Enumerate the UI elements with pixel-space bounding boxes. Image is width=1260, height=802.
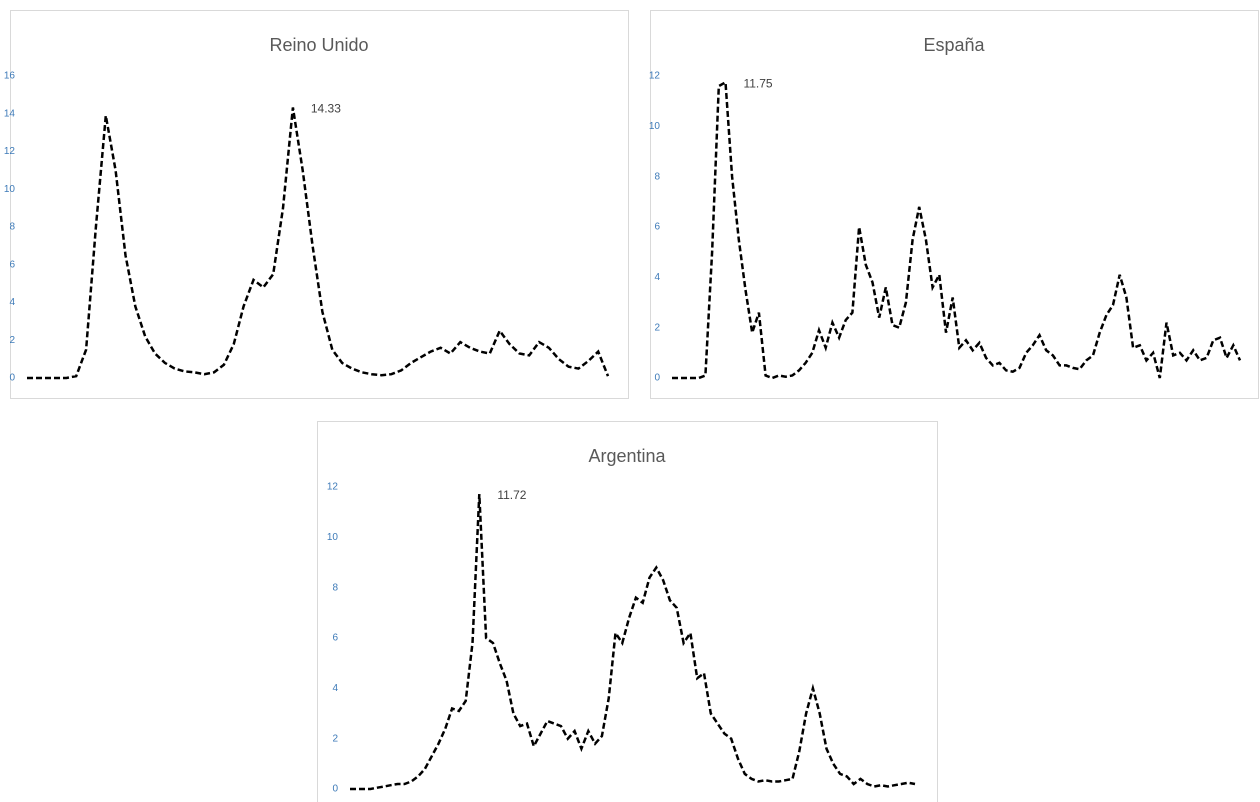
y-tick-label: 4 bbox=[654, 272, 660, 283]
y-tick-label: 12 bbox=[4, 146, 16, 157]
chart-title: Argentina bbox=[588, 446, 666, 466]
value-label: 14.33 bbox=[311, 102, 341, 116]
chart-frame bbox=[650, 10, 1259, 399]
y-tick-label: 16 bbox=[4, 71, 16, 82]
y-tick-label: 8 bbox=[9, 222, 15, 233]
y-tick-label: 6 bbox=[9, 259, 15, 270]
y-tick-label: 6 bbox=[654, 222, 660, 233]
y-tick-label: 2 bbox=[654, 322, 660, 333]
value-label: 11.72 bbox=[497, 488, 526, 502]
y-tick-label: 2 bbox=[332, 733, 338, 744]
y-tick-label: 2 bbox=[9, 335, 15, 346]
y-tick-label: 0 bbox=[332, 784, 338, 795]
y-tick-label: 12 bbox=[327, 482, 339, 493]
chart-frame bbox=[317, 421, 938, 802]
y-tick-label: 12 bbox=[649, 71, 661, 82]
y-tick-label: 10 bbox=[649, 121, 661, 132]
data-line bbox=[350, 493, 916, 791]
chart-frame bbox=[10, 10, 629, 399]
y-tick-label: 0 bbox=[9, 373, 15, 384]
value-label: 11.75 bbox=[743, 76, 772, 90]
y-tick-label: 6 bbox=[332, 633, 338, 644]
y-tick-label: 14 bbox=[4, 108, 16, 119]
chart-title: España bbox=[923, 35, 985, 55]
data-line bbox=[672, 80, 1242, 380]
y-tick-label: 8 bbox=[332, 582, 338, 593]
chart-title: Reino Unido bbox=[269, 35, 368, 55]
y-tick-label: 0 bbox=[654, 373, 660, 384]
y-tick-label: 10 bbox=[4, 184, 16, 195]
y-tick-label: 8 bbox=[654, 171, 660, 182]
y-tick-label: 4 bbox=[332, 683, 338, 694]
data-line bbox=[27, 107, 610, 380]
y-tick-label: 10 bbox=[327, 532, 339, 543]
y-tick-label: 4 bbox=[9, 297, 15, 308]
